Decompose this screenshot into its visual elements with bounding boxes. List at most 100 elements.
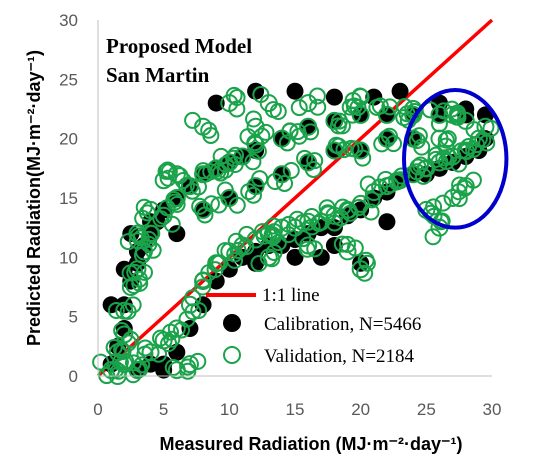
validation-point-cluster [296,149,314,167]
legend-label-calibration: Calibration, N=5466 [264,314,421,335]
validation-point [233,147,252,166]
validation-point [259,248,278,267]
validation-point-cluster [276,174,294,192]
chart-subtitle: San Martin [106,63,210,87]
validation-point-cluster [200,121,218,139]
calibration-point [312,248,330,266]
series-validation [92,86,500,385]
validation-point [180,177,199,196]
validation-point-cluster [356,264,374,282]
validation-point-cluster [212,164,230,182]
x-tick-label-5: 5 [159,400,168,419]
validation-point [167,319,186,338]
validation-point-cluster [350,198,368,216]
validation-point-cluster [229,241,247,259]
validation-point-cluster [171,167,189,185]
y-tick-label-25: 25 [59,70,78,89]
y-tick-label-5: 5 [69,308,78,327]
validation-point-cluster [244,153,262,171]
validation-point-cluster [265,244,283,262]
validation-point [220,189,239,207]
validation-point [134,242,153,261]
legend-label-validation: Validation, N=2184 [264,346,415,367]
validation-point [128,224,147,243]
validation-point-cluster [226,251,244,269]
validation-point-cluster [303,218,321,236]
legend-marker-validation [223,346,241,364]
validation-point-cluster [160,335,178,353]
validation-point [299,94,318,113]
calibration-point [378,213,396,231]
validation-point [246,177,265,196]
validation-point [194,117,213,136]
validation-point-cluster [448,108,466,126]
validation-point-cluster [107,301,125,319]
validation-point [351,194,370,213]
y-tick-label-10: 10 [59,248,78,267]
validation-point [180,355,199,374]
calibration-point [286,248,304,266]
validation-point [325,141,344,160]
validation-point [194,272,213,291]
y-tick-label-15: 15 [59,189,78,208]
validation-point-cluster [434,194,452,212]
validation-point-cluster [326,214,344,232]
validation-point-cluster [244,186,262,204]
y-tick-label-20: 20 [59,130,78,149]
validation-point [351,260,370,279]
validation-point [246,117,265,136]
validation-point [351,105,370,124]
validation-point [430,129,449,148]
validation-point [167,189,186,207]
validation-point-cluster [194,278,212,296]
validation-point [141,224,160,243]
validation-point [299,117,318,136]
calibration-point [391,82,409,100]
validation-point-cluster [437,131,455,149]
validation-point-cluster [414,167,432,185]
validation-point-cluster [136,339,154,357]
validation-point [128,260,147,279]
validation-point-cluster [257,123,275,141]
validation-point-cluster [165,190,183,208]
validation-point [272,129,291,148]
validation-point [299,236,318,255]
validation-point [456,177,475,196]
x-tick-label-10: 10 [220,400,239,419]
axes [97,20,492,377]
x-tick-label-15: 15 [286,400,305,419]
validation-point-cluster [290,127,308,145]
y-tick-label-30: 30 [59,11,78,30]
validation-point-cluster [191,197,209,215]
calibration-point [286,82,304,100]
calibration-point [168,225,186,243]
validation-point [456,141,475,160]
calibration-point [247,254,265,272]
validation-point-cluster [189,178,207,196]
validation-point [377,129,396,148]
validation-point [154,331,173,350]
validation-point-cluster [124,296,142,314]
validation-point [443,105,462,124]
validation-point [351,88,370,107]
validation-point [180,295,199,314]
validation-point-cluster [330,137,348,155]
validation-point [115,301,134,320]
validation-point-cluster [424,228,442,246]
validation-point-cluster [357,251,375,269]
validation-point [141,200,160,219]
validation-point [272,218,291,237]
validation-point [167,165,186,184]
validation-point-cluster [255,227,273,245]
y-axis-title: Predicted Radiation(MJ·m⁻²·day⁻¹) [24,50,44,346]
calibration-point [325,88,343,106]
legend-marker-calibration [223,314,241,332]
validation-point [325,111,344,130]
validation-point-cluster [245,110,263,128]
y-tick-label-0: 0 [69,367,78,386]
x-tick-label-20: 20 [351,400,370,419]
x-tick-label-25: 25 [417,400,436,419]
validation-point-cluster [269,102,287,120]
calibration-point [155,355,173,373]
